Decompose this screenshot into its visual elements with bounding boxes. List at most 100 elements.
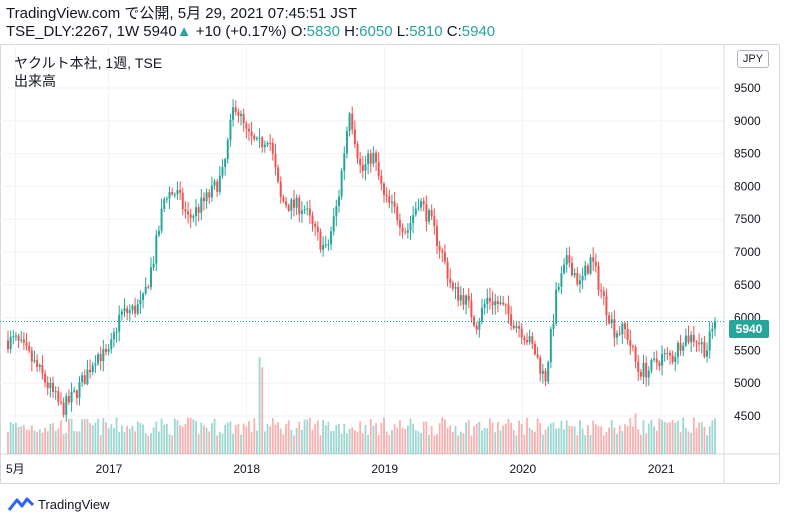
candle-body [83,375,86,384]
volume-bar [393,424,396,454]
volume-bar [324,425,327,454]
candle-body [616,333,619,338]
candle-body [179,189,182,193]
volume-bar [83,418,86,454]
volume-bar [160,418,163,454]
volume-bar [602,435,605,454]
candle-body [653,358,656,360]
volume-bar [682,417,685,454]
candle-body [152,263,155,268]
volume-bar [200,422,203,454]
volume-bar [213,418,216,454]
volume-bar [346,433,348,454]
volume-bar [298,421,301,454]
volume-bar [308,417,311,454]
candle-body [425,204,428,222]
candle-body [176,189,179,195]
y-tick-label: 9000 [734,114,761,128]
volume-bar [610,420,613,454]
candle-body [457,287,460,301]
volume-bar [481,430,483,454]
volume-bar [674,422,677,454]
volume-bar [282,434,285,454]
candle-body [216,181,219,192]
candle-body [157,230,160,236]
candle-body [541,370,544,374]
volume-bar [184,424,187,454]
volume-bar [531,429,534,454]
candle-body [171,192,174,195]
volume-bar [49,423,52,454]
volume-bar [189,417,192,454]
currency-button[interactable]: JPY [737,50,769,68]
candle-body [81,375,84,383]
volume-bar [632,426,634,454]
volume-bar [692,417,695,454]
volume-bar [94,422,97,454]
candle-body [78,382,81,398]
volume-bar [388,435,391,454]
volume-bar [398,420,401,454]
volume-bar [266,424,269,454]
volume-bar [711,420,714,454]
volume-bar [73,431,76,454]
volume-bar [17,427,20,454]
volume-bar [512,430,515,454]
high-label: H: [344,23,360,40]
volume-bar [417,431,420,454]
candle-body [369,153,372,164]
candle-body [409,222,412,231]
candle-body [345,130,348,154]
volume-bar [176,419,179,454]
candle-body [441,250,444,253]
candle-body [486,297,489,305]
volume-bar [663,421,666,454]
volume-bar [576,435,579,454]
brand-footer[interactable]: TradingView [8,495,110,513]
price-chart[interactable]: 4500500055006000650070007500800085009000… [0,44,780,484]
candle-body [255,138,258,140]
candle-body [279,181,282,198]
open-value: 5830 [306,23,340,40]
volume-bar [126,426,129,454]
candle-body [123,308,126,312]
volume-bar [229,421,232,454]
volume-bar [361,433,364,454]
volume-bar [25,429,28,454]
candle-body [618,333,621,335]
candle-body [226,140,229,160]
publish-info: TradingView.com で公開, 5月 29, 2021 07:45:5… [6,5,358,22]
candle-body [687,335,690,343]
candle-body [581,275,584,281]
candle-body [390,201,393,203]
x-tick-label: 5月 [6,462,25,476]
candle-body [565,255,568,265]
candle-body [195,207,198,217]
high-value: 6050 [359,23,393,40]
volume-bar [113,427,115,454]
candle-body [462,295,465,305]
volume-bar [319,435,322,454]
candle-body [499,302,502,304]
volume-bar [491,422,494,454]
volume-bar [44,427,46,454]
volume-bar [68,418,70,454]
candle-body [263,144,266,148]
candle-body [597,266,600,291]
volume-bar [645,433,648,454]
volume-bar [475,423,478,454]
volume-bar [523,434,526,454]
volume-bar [703,426,706,454]
volume-bar [322,419,325,454]
candle-body [690,334,693,343]
candle-body [359,158,362,166]
volume-bar [706,435,708,454]
volume-bar [232,433,234,454]
low-label: L: [396,23,410,40]
volume-bar [240,434,242,454]
volume-bar [600,426,603,454]
volume-bar [510,422,513,454]
candle-body [298,197,301,215]
volume-bar [579,419,581,454]
volume-bar [208,431,211,454]
